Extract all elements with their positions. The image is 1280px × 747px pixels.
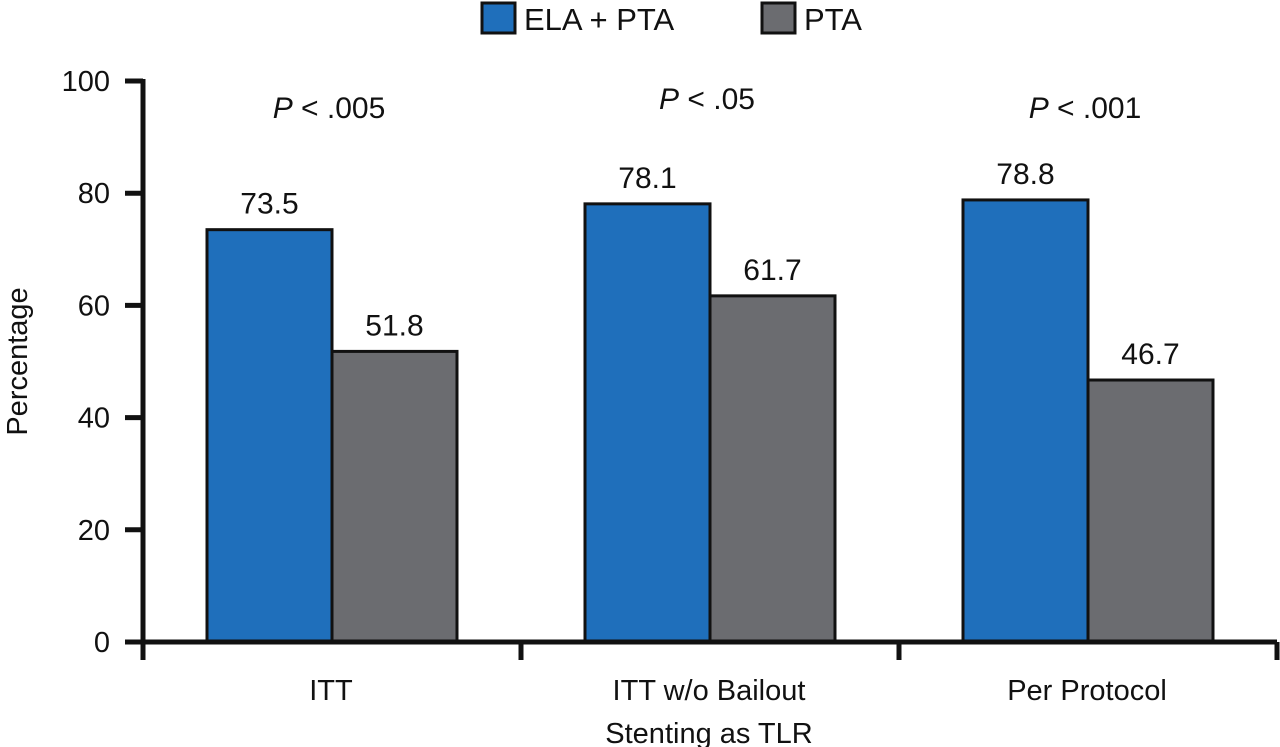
value-label: 78.1 <box>618 162 676 195</box>
bar-ela-pta <box>583 202 712 644</box>
bar-pta <box>330 349 459 644</box>
bar-ela-pta <box>961 198 1090 644</box>
y-axis-title: Percentage <box>2 287 34 435</box>
legend-swatch-0 <box>480 1 517 35</box>
category-label: Per Protocol <box>1007 675 1167 707</box>
p-value-annotation: P < .001 <box>1029 92 1142 125</box>
p-symbol: P <box>273 92 293 125</box>
value-label: 73.5 <box>240 188 298 221</box>
legend-label-0: ELA + PTA <box>524 2 675 37</box>
p-threshold: < .05 <box>679 83 755 116</box>
y-tick-label: 20 <box>78 515 110 547</box>
x-axis: ITT ITT w/o Bailout Stenting as TLR Per Pro… <box>125 639 1280 747</box>
y-tick-label: 60 <box>78 290 110 322</box>
category-label: Stenting as TLR <box>605 718 812 747</box>
p-symbol: P <box>659 83 679 116</box>
bars <box>205 198 1215 644</box>
value-label: 61.7 <box>743 254 801 287</box>
value-label: 46.7 <box>1121 338 1179 371</box>
value-label: 78.8 <box>996 158 1054 191</box>
y-axis: 0 20 40 60 80 100 Percentage <box>2 66 146 660</box>
y-tick-label: 40 <box>78 403 110 435</box>
p-value-annotation: P < .005 <box>273 92 386 125</box>
bar-ela-pta <box>205 228 334 644</box>
value-label: 51.8 <box>365 309 423 342</box>
category-label: ITT <box>309 675 353 707</box>
category-label: ITT w/o Bailout <box>613 675 806 707</box>
y-tick-label: 100 <box>62 66 110 98</box>
p-value-annotation: P < .05 <box>659 83 755 116</box>
y-tick-label: 80 <box>78 178 110 210</box>
legend-label-1: PTA <box>804 2 862 37</box>
labels: 73.5 51.8 P < .005 78.1 61.7 P < .05 78.8 46.7 P… <box>240 83 1179 371</box>
legend-swatch-1 <box>760 1 797 35</box>
bar-pta <box>708 294 837 644</box>
legend: ELA + PTA PTA <box>480 1 862 37</box>
p-threshold: < .005 <box>293 92 386 125</box>
p-symbol: P <box>1029 92 1049 125</box>
y-tick-label: 0 <box>94 627 110 659</box>
bar-pta <box>1086 378 1215 644</box>
p-threshold: < .001 <box>1049 92 1142 125</box>
